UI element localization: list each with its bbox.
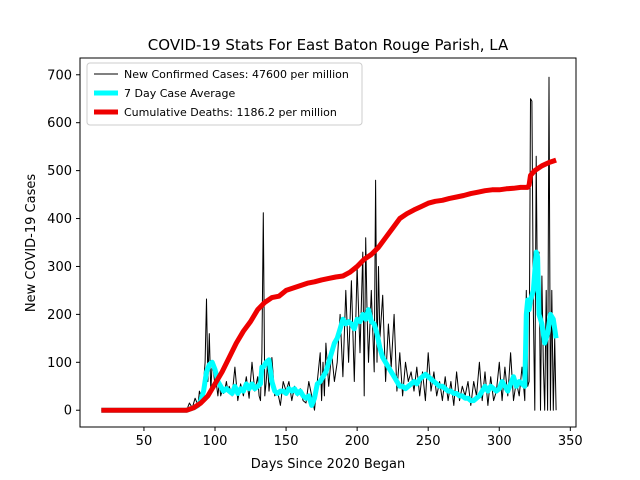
chart-title: COVID-19 Stats For East Baton Rouge Pari… <box>148 36 509 54</box>
series-layer <box>101 76 559 413</box>
x-tick-label: 250 <box>416 434 441 449</box>
legend-box <box>86 62 363 126</box>
x-axis-label: Days Since 2020 Began <box>251 457 406 472</box>
legend-item-new-cases-label: New Confirmed Cases: 47600 per million <box>124 68 349 81</box>
series-cumulative-deaths-line <box>101 157 557 413</box>
x-tick-label: 100 <box>203 434 228 449</box>
series-7-day-average-line <box>101 249 559 413</box>
x-tick-label: 150 <box>274 434 299 449</box>
y-axis: 0 100 200 300 400 500 600 700 <box>47 68 80 419</box>
y-tick-label: 300 <box>47 260 72 275</box>
y-tick-label: 100 <box>47 356 72 371</box>
y-tick-label: 700 <box>47 68 72 83</box>
x-tick-label: 200 <box>345 434 370 449</box>
x-tick-label: 300 <box>487 434 512 449</box>
y-axis-label: New COVID-19 Cases <box>24 174 39 312</box>
legend-item-cumulative-deaths-label: Cumulative Deaths: 1186.2 per million <box>124 106 337 119</box>
y-tick-label: 500 <box>47 164 72 179</box>
x-axis: 50 100 150 200 250 300 350 <box>136 427 583 449</box>
y-tick-label: 0 <box>64 404 72 419</box>
y-tick-label: 200 <box>47 308 72 323</box>
y-tick-label: 400 <box>47 212 72 227</box>
y-tick-label: 600 <box>47 116 72 131</box>
legend: New Confirmed Cases: 47600 per million 7 … <box>86 62 363 126</box>
axes-frame <box>79 57 577 428</box>
legend-item-7-day-average-label: 7 Day Case Average <box>124 87 236 100</box>
x-tick-label: 350 <box>558 434 583 449</box>
x-tick-label: 50 <box>136 434 153 449</box>
